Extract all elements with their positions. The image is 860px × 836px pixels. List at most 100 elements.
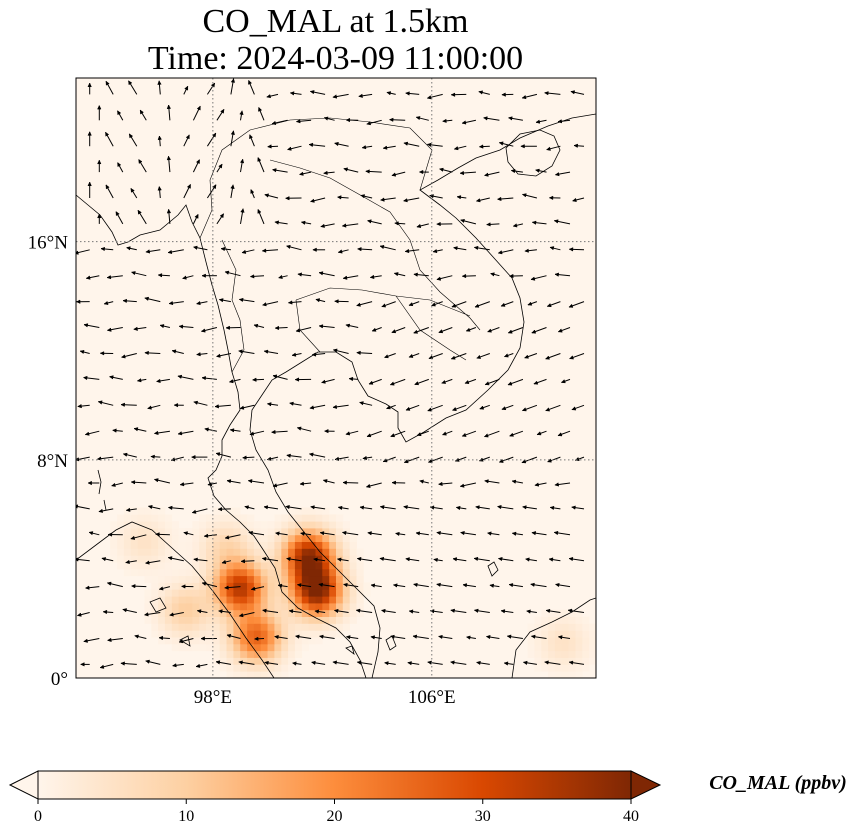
concentration-cell [260,575,268,583]
concentration-cell [288,664,296,672]
wind-arrow-head [500,609,506,614]
wind-arrow-head [117,110,122,116]
concentration-cell [247,671,255,678]
concentration-cell [158,582,166,590]
concentration-cell [199,623,207,631]
concentration-cell [308,507,316,515]
concentration-cell [130,562,138,570]
concentration-cell [253,548,262,556]
wind-arrow-head [381,303,387,308]
concentration-cell [568,671,576,678]
wind-arrow-head [522,660,528,666]
wind-arrow-head [171,349,177,354]
wind-arrow-head [408,353,414,358]
wind-arrow-head [147,504,153,510]
concentration-cell [356,575,364,583]
concentration-cell [206,541,214,549]
wind-arrow-head [215,353,221,358]
wind-arrow-head [476,354,482,359]
concentration-cell [123,528,132,536]
wind-arrow-head [299,481,305,486]
concentration-cell [568,664,576,672]
wind-arrow-head [531,329,537,334]
concentration-cell [212,521,220,529]
wind-vectors [76,78,585,669]
concentration-cell [301,630,309,638]
wind-arrow-head [85,275,91,280]
wind-arrow-head [120,661,125,666]
wind-arrow-head [345,431,351,436]
concentration-cell [527,637,535,645]
concentration-cell [240,650,248,658]
wind-arrow-head [379,556,385,562]
concentration-cell [267,575,275,583]
wind-arrow-head [484,479,489,484]
concentration-cell [253,528,262,536]
wind-arrow-head [501,406,507,411]
concentration-cell [240,630,248,638]
wind-arrow-head [475,198,481,203]
wind-arrow-head [87,181,92,186]
wind-arrow-head [395,531,400,537]
concentration-cell [219,616,227,624]
map-title-line2: Time: 2024-03-09 11:00:00 [147,40,524,77]
concentration-cell [281,589,289,597]
concentration-cell [260,528,268,536]
concentration-cell [240,616,248,624]
concentration-cell [192,582,200,590]
wind-arrow-head [459,483,465,488]
wind-arrow-head [384,661,389,666]
wind-arrow-head [272,483,278,488]
concentration-cell [315,507,323,515]
concentration-cell [226,562,234,570]
wind-arrow-head [230,78,236,83]
wind-arrow-head [147,405,152,410]
wind-arrow-head [568,556,574,562]
concentration-cell [561,650,569,658]
wind-arrow-head [238,660,243,665]
concentration-cell [534,657,542,665]
concentration-cell [568,616,576,624]
wind-arrow-head [295,328,301,333]
wind-arrow-head [291,352,297,357]
concentration-cell [329,568,337,577]
concentration-cell [315,623,323,631]
concentration-cell [253,589,262,597]
concentration-cell [315,521,323,529]
wind-arrow-head [433,557,438,563]
concentration-cell [110,548,118,556]
concentration-cell [294,609,303,617]
concentration-cell [144,507,152,515]
concentration-cell [233,514,241,522]
concentration-cell [206,589,214,597]
wind-arrow-head [370,583,376,588]
wind-arrow-head [130,271,136,276]
wind-arrow-head [192,245,198,250]
concentration-cell [274,582,282,590]
wind-arrow-head [308,142,314,148]
concentration-cell [247,657,255,665]
concentration-cell [301,575,309,583]
concentration-cell [294,589,303,597]
concentration-cell [192,596,200,604]
concentration-cell [253,541,262,549]
concentration-cell [226,657,234,665]
lat-tick-label: 16°N [28,233,69,254]
wind-arrow-head [334,299,339,304]
concentration-cell [267,671,275,678]
wind-arrow-head [130,535,136,540]
concentration-cell [130,555,138,563]
axis-ticks: 98°E 106°E 16°N 8°N 0° [28,233,456,708]
concentration-cell [212,616,220,624]
concentration-cell [233,623,241,631]
wind-arrow-head [345,323,351,328]
concentration-cell [199,562,207,570]
wind-arrow-head [379,505,385,510]
concentration-cell [199,528,207,536]
concentration-cell [233,528,241,536]
wind-arrow-head [87,480,92,486]
concentration-cell [260,562,268,570]
concentration-cell [185,568,193,577]
concentration-cell [240,609,248,617]
wind-arrow-head [183,531,189,536]
